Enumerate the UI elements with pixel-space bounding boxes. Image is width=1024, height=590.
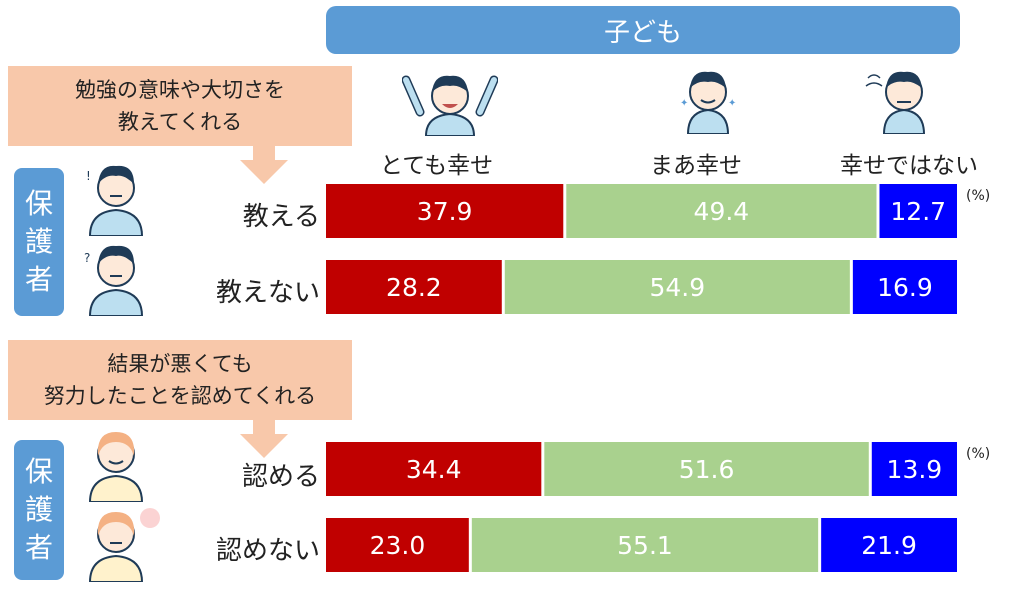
bar-acknowledge-very-happy [326, 442, 542, 496]
data-label-teach-very-happy: 37.9 [417, 197, 473, 226]
header-banner: 子ども [326, 6, 960, 54]
bar-teach-very-happy [326, 184, 564, 238]
data-label-not-acknowledge-somewhat-happy: 55.1 [617, 531, 673, 560]
callout-teach-line-1: 勉強の意味や大切さを [75, 78, 285, 102]
parent-man-icon: ? [84, 245, 144, 316]
bar-not-teach-not-happy [852, 260, 957, 314]
callout-acknowledge-line-1: 結果が悪くても [107, 352, 253, 376]
side-label-char: 護 [24, 493, 53, 526]
data-label-teach-not-happy: 12.7 [890, 197, 946, 226]
data-label-not-acknowledge-very-happy: 23.0 [370, 531, 426, 560]
callout-acknowledge-arrow-stem [253, 420, 275, 434]
side-label-char: 者 [24, 531, 53, 564]
percent-unit-label: (%) [966, 188, 991, 204]
parent-woman-icon [88, 432, 144, 502]
bar-teach-not-happy [879, 184, 957, 238]
callout-teach-arrow [240, 160, 288, 184]
data-label-teach-somewhat-happy: 49.4 [694, 197, 750, 226]
percent-unit-label: (%) [966, 446, 991, 462]
bar-not-acknowledge-very-happy [326, 518, 469, 572]
data-label-acknowledge-somewhat-happy: 51.6 [679, 455, 735, 484]
data-label-not-acknowledge-not-happy: 21.9 [861, 531, 917, 560]
side-label-parent-2: 保 護 者 [14, 440, 64, 580]
parent-man-icon: ! [86, 165, 144, 236]
column-label-very-happy: とても幸せ [380, 153, 494, 179]
data-label-not-teach-somewhat-happy: 54.9 [649, 273, 705, 302]
bar-teach-somewhat-happy [566, 184, 877, 238]
bar-not-teach-somewhat-happy [504, 260, 850, 314]
bar-acknowledge-not-happy [871, 442, 957, 496]
bar-not-acknowledge-somewhat-happy [471, 518, 819, 572]
svg-text:✦: ✦ [728, 98, 736, 109]
side-label-char: 保 [24, 187, 53, 220]
callout-acknowledge-arrow [240, 434, 288, 458]
svg-text:?: ? [84, 251, 90, 265]
bar-not-acknowledge-not-happy [821, 518, 957, 572]
side-label-char: 者 [24, 263, 53, 296]
callout-teach-arrow-stem [253, 146, 275, 160]
svg-text:✦: ✦ [680, 98, 688, 109]
row-label-teach: 教える [242, 202, 320, 232]
column-label-not-happy: 幸せではない [840, 153, 978, 179]
callout-teach-line-2: 教えてくれる [117, 110, 243, 134]
data-label-not-teach-not-happy: 16.9 [877, 273, 933, 302]
side-label-parent-1: 保 護 者 [14, 168, 64, 316]
row-label-not-teach: 教えない [215, 278, 320, 308]
bar-not-teach-very-happy [326, 260, 502, 314]
child-somewhat-happy-icon: ✦ ✦ [680, 71, 736, 134]
callout-acknowledge-line-2: 努力したことを認めてくれる [43, 384, 317, 408]
side-label-char: 保 [24, 455, 53, 488]
column-label-somewhat-happy: まあ幸せ [650, 153, 742, 179]
data-label-acknowledge-not-happy: 13.9 [887, 455, 943, 484]
side-label-char: 護 [24, 225, 53, 258]
header-title: 子ども [603, 17, 682, 48]
bar-acknowledge-somewhat-happy [544, 442, 869, 496]
callout-acknowledge: 結果が悪くても 努力したことを認めてくれる [8, 340, 352, 420]
svg-text:!: ! [86, 169, 91, 183]
data-label-acknowledge-very-happy: 34.4 [406, 455, 462, 484]
child-very-happy-icon [402, 75, 498, 136]
callout-teach: 勉強の意味や大切さを 教えてくれる [8, 66, 352, 146]
row-label-not-acknowledge: 認めない [215, 536, 320, 566]
row-label-acknowledge: 認める [241, 462, 320, 492]
child-not-happy-icon [865, 71, 926, 134]
parent-woman-icon [88, 508, 160, 582]
data-label-not-teach-very-happy: 28.2 [386, 273, 442, 302]
